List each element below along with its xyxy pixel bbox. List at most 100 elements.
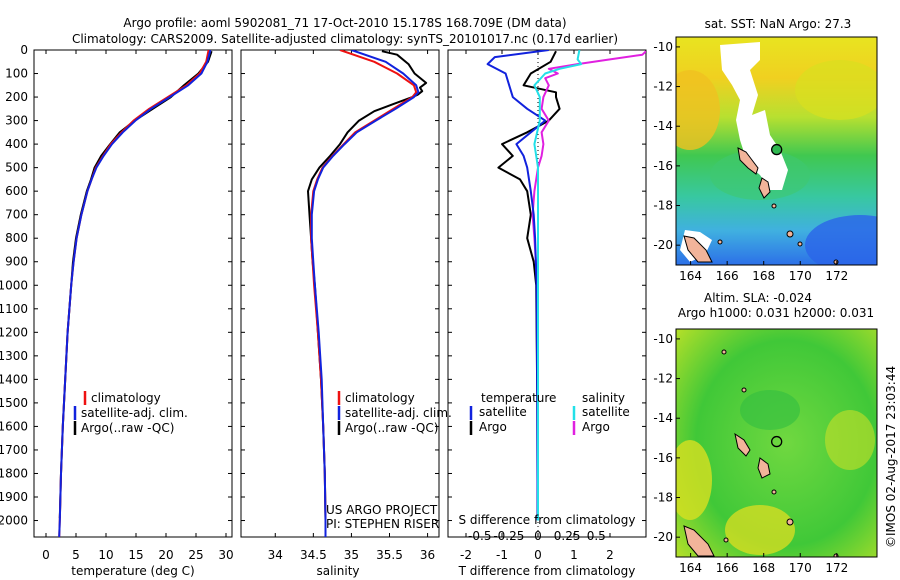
- imos-credit: ©IMOS 02-Aug-2017 23:03:44: [884, 366, 898, 548]
- land-island: [757, 457, 771, 479]
- map-x-tick-label: 164: [679, 269, 702, 283]
- legend-label-temp-argo: Argo: [479, 420, 507, 434]
- sst-map-axes: 164 166 168 170 172 -10 -12 -14 -16 -18 -20: [653, 40, 848, 283]
- map-y-tick-label: -12: [653, 372, 673, 386]
- depth-tick-label: 1000: [0, 278, 28, 292]
- sla-map-frame: [675, 328, 878, 558]
- difference-profiles: [486, 50, 646, 537]
- depth-tick-label: 700: [5, 208, 28, 222]
- land-island: [734, 432, 751, 457]
- legend-label-temp-satellite: satellite: [479, 405, 527, 419]
- map-y-tick-label: -16: [653, 451, 673, 465]
- depth-tick-label: 1700: [0, 443, 28, 457]
- legend-label-climatology: climatology: [345, 391, 415, 405]
- map-y-tick-label: -14: [653, 119, 673, 133]
- land-islet: [833, 259, 839, 265]
- x-tick-label: 1: [570, 548, 578, 562]
- depth-tick-label: 900: [5, 255, 28, 269]
- salinity-legend: climatology satellite-adj. clim. Argo(..…: [337, 391, 452, 435]
- land-islet: [721, 349, 727, 355]
- sla-map-title-line1: Altim. SLA: -0.024: [704, 291, 812, 305]
- sla-high-patch: [725, 505, 795, 555]
- depth-tick-label: 1300: [0, 349, 28, 363]
- depth-tick-label: 0: [20, 43, 28, 57]
- sst-cool-patch: [805, 215, 877, 265]
- argo-position-marker: [771, 143, 783, 156]
- depth-tick-label: 1100: [0, 302, 28, 316]
- map-x-tick-label: 166: [716, 561, 739, 575]
- legend-title-temperature: temperature: [481, 391, 556, 405]
- salinity-difference-tick-label: 0.25: [554, 529, 581, 543]
- map-y-tick-label: -20: [653, 530, 673, 544]
- legend-title-salinity: salinity: [582, 391, 625, 405]
- depth-tick-label: 200: [5, 90, 28, 104]
- series-line: [58, 50, 212, 537]
- x-tick-label: 10: [98, 548, 113, 562]
- map-y-tick-label: -14: [653, 411, 673, 425]
- x-tick-label: 20: [158, 548, 173, 562]
- salinity-x-axis: 34 34.5 35 35.5 36: [268, 50, 435, 562]
- temperature-x-axis: 0 5 10 15 20 25 30: [42, 50, 234, 562]
- series-line: [310, 50, 420, 537]
- legend-label-sal-argo: Argo: [582, 420, 610, 434]
- salinity-difference-label: S difference from climatology: [459, 513, 636, 527]
- depth-tick-label: 1200: [0, 325, 28, 339]
- depth-tick-label: 600: [5, 184, 28, 198]
- x-tick-label: -2: [460, 548, 472, 562]
- series-line: [486, 50, 549, 521]
- land-island: [683, 235, 713, 263]
- series-line: [307, 50, 428, 519]
- temperature-legend: climatology satellite-adj. clim. Argo(..…: [73, 391, 188, 435]
- depth-tick-label: 1500: [0, 396, 28, 410]
- x-tick-label: 0: [42, 548, 50, 562]
- sst-map-title: sat. SST: NaN Argo: 27.3: [705, 17, 852, 31]
- x-tick-label: 36: [420, 548, 435, 562]
- map-x-tick-label: 172: [825, 561, 848, 575]
- salinity-difference-tick-label: 0: [534, 529, 542, 543]
- series-line: [533, 50, 583, 521]
- series-line: [531, 50, 646, 519]
- x-tick-label: 15: [128, 548, 143, 562]
- sla-map-title-line2: Argo h1000: 0.031 h2000: 0.031: [678, 306, 874, 320]
- x-tick-label: 30: [218, 548, 233, 562]
- depth-tick-label: 1400: [0, 372, 28, 386]
- depth-tick-label: 100: [5, 67, 28, 81]
- sst-cloud-mask: [720, 42, 788, 190]
- sst-map-field: [676, 37, 877, 265]
- difference-x-axis: -2 -1 0 1 2: [460, 50, 614, 562]
- land-island: [683, 525, 715, 557]
- depth-tick-label: 300: [5, 114, 28, 128]
- sla-map-axes: 164 166 168 170 172 -10 -12 -14 -16 -18 -20: [653, 332, 848, 575]
- figure-title-line2: Climatology: CARS2009. Satellite-adjuste…: [72, 32, 618, 46]
- land-islet: [741, 387, 747, 393]
- legend-label-sal-satellite: satellite: [582, 405, 630, 419]
- x-tick-label: 34: [268, 548, 283, 562]
- land-island: [737, 147, 759, 175]
- sla-high-patch: [825, 410, 875, 470]
- map-y-tick-label: -16: [653, 159, 673, 173]
- x-tick-label: 5: [72, 548, 80, 562]
- difference-xlabel: T difference from climatology: [458, 564, 636, 578]
- argo-position-marker: [771, 435, 783, 448]
- map-x-tick-label: 172: [825, 269, 848, 283]
- difference-legend: temperature satellite Argo salinity sate…: [469, 391, 630, 435]
- map-x-tick-label: 170: [789, 561, 812, 575]
- project-annotation: US ARGO PROJECT: [326, 503, 438, 517]
- land-islet: [717, 239, 723, 245]
- salinity-difference-ticks: -0.5 -0.25 0 0.25 0.5: [468, 529, 606, 543]
- pi-annotation: PI: STEPHEN RISER: [326, 517, 439, 531]
- temperature-profiles: [58, 50, 213, 537]
- sst-warm-patch: [795, 60, 877, 120]
- salinity-profiles: [307, 50, 428, 537]
- x-tick-label: 34.5: [300, 548, 327, 562]
- map-y-tick-label: -18: [653, 199, 673, 213]
- salinity-xlabel: salinity: [316, 564, 359, 578]
- depth-tick-label: 2000: [0, 514, 28, 528]
- x-tick-label: 0: [534, 548, 542, 562]
- salinity-difference-tick-label: -0.25: [493, 529, 524, 543]
- map-x-tick-label: 166: [716, 269, 739, 283]
- legend-label-argo: Argo(..raw -QC): [345, 421, 438, 435]
- depth-tick-label: 1600: [0, 419, 28, 433]
- map-y-tick-label: -10: [653, 332, 673, 346]
- depth-tick-label: 1800: [0, 466, 28, 480]
